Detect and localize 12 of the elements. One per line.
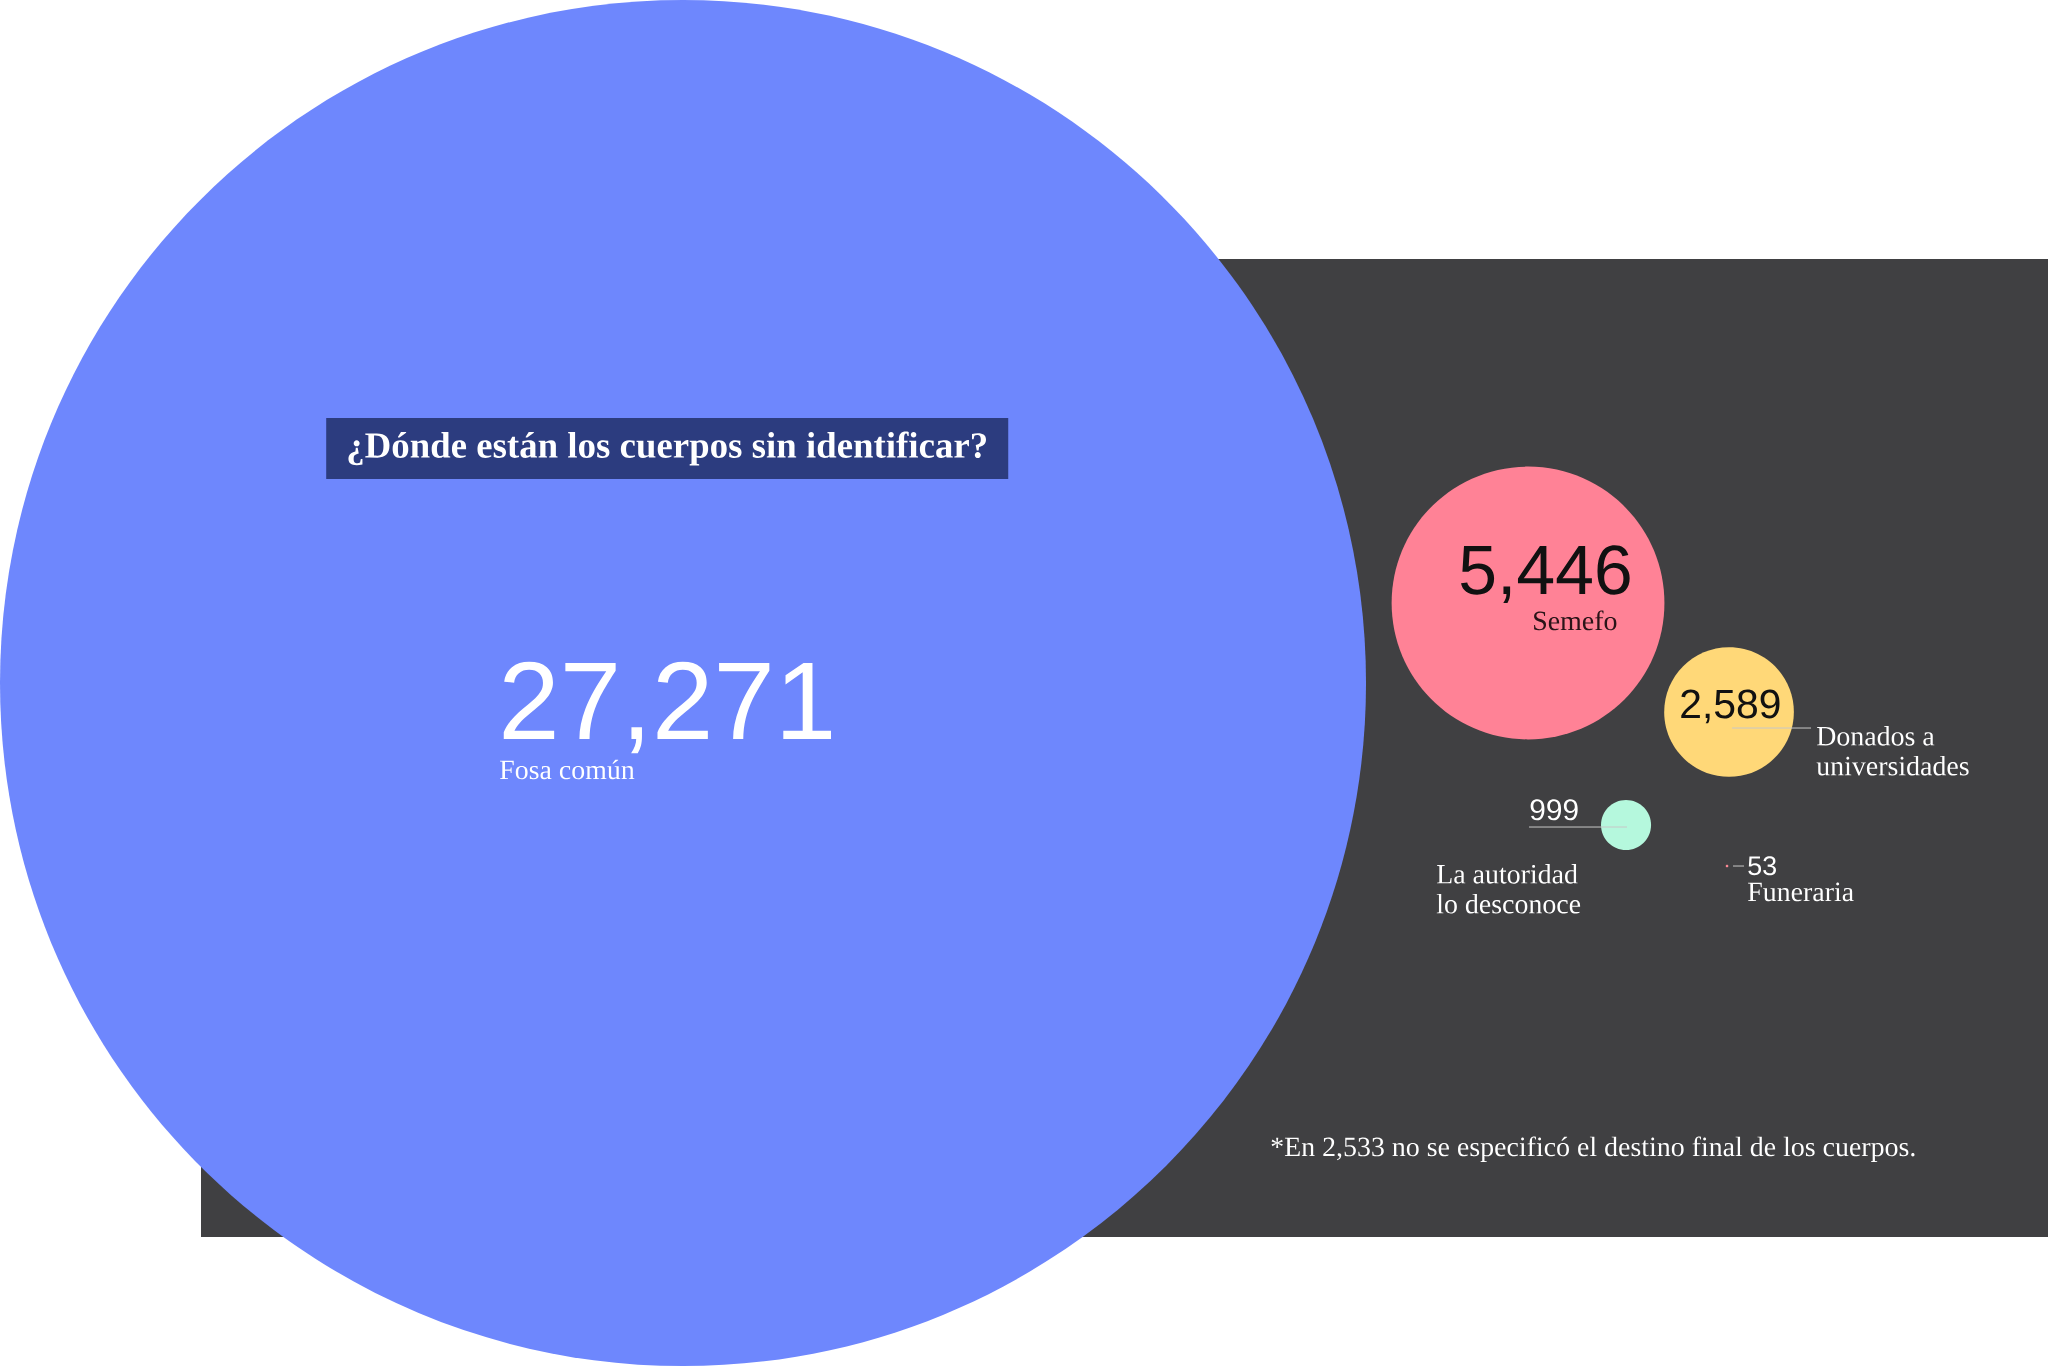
data-label: 2,589 [1681, 689, 1780, 724]
category-label: Funeraria [1748, 882, 1854, 902]
text: *En 2,533 no se especificó el destino final de los cuerpos. [1271, 1136, 1915, 1162]
category-label: Semefo [1534, 610, 1617, 631]
data-label: 53 [1748, 856, 1776, 876]
data-label: 27,271 [503, 661, 831, 754]
text: ¿Dónde están los cuerpos sin identificar? [348, 431, 986, 466]
category-label: La autoridad lo desconoce [1436, 864, 1581, 914]
data-label: 5,446 [1461, 545, 1630, 603]
category-label: Donados a universidades [1816, 726, 1969, 776]
category-label: Fosa común [500, 759, 635, 780]
data-label: 999 [1530, 799, 1578, 821]
